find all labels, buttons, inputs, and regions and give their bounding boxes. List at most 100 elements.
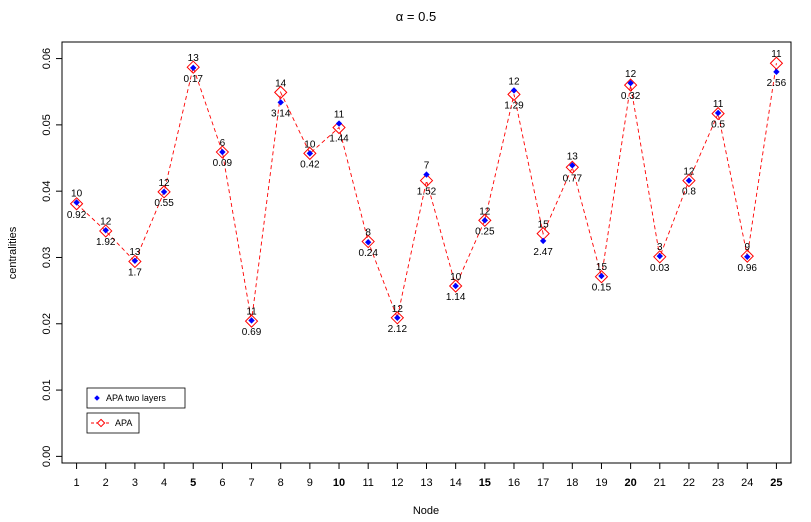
count-label: 13 — [129, 247, 141, 258]
apa-two-layers-point — [598, 272, 605, 280]
count-label: 13 — [188, 53, 200, 64]
apa-point — [594, 269, 609, 284]
apa-point — [303, 146, 317, 161]
ratio-label: 1.7 — [128, 267, 142, 278]
apa-two-layers-point — [219, 148, 226, 156]
apa-point — [448, 279, 463, 293]
apa-two-layers-point — [685, 177, 693, 184]
ratio-label: 2.47 — [533, 247, 553, 258]
apa-point — [186, 60, 200, 74]
count-label: 7 — [424, 161, 430, 172]
count-label: 6 — [220, 138, 226, 149]
apa-point — [157, 185, 171, 199]
apa-two-layers-point — [131, 257, 139, 264]
count-label: 11 — [713, 99, 724, 110]
x-tick-label: 11 — [362, 477, 373, 489]
x-tick-label: 1 — [74, 477, 80, 489]
apa-two-layers-point — [744, 253, 751, 261]
ratio-label: 3.14 — [271, 108, 291, 119]
count-label: 13 — [567, 151, 579, 162]
count-label: 12 — [158, 178, 170, 189]
ratio-label: 0.42 — [300, 159, 320, 170]
ratio-label: 0.77 — [563, 173, 583, 184]
ratio-label: 0.17 — [183, 74, 203, 85]
apa-point — [215, 145, 230, 159]
x-tick-label: 10 — [333, 477, 345, 489]
y-tick-label: 0.01 — [41, 379, 53, 400]
ratio-label: 0.15 — [592, 283, 612, 294]
ratio-label: 1.29 — [504, 100, 524, 111]
apa-point — [390, 311, 405, 325]
apa-two-layers-point — [569, 162, 576, 169]
apa-point — [565, 160, 580, 175]
apa-two-layers-point — [73, 199, 80, 206]
x-tick-label: 15 — [479, 477, 491, 489]
y-tick-label: 0.00 — [41, 446, 53, 467]
ratio-label: 0.96 — [738, 263, 758, 274]
y-tick-label: 0.02 — [41, 313, 53, 334]
count-label: 12 — [683, 167, 695, 178]
apa-point — [507, 87, 521, 102]
ratio-label: 1.92 — [96, 237, 116, 248]
x-tick-label: 25 — [770, 477, 782, 489]
ratio-label: 0.55 — [154, 198, 174, 209]
count-label: 12 — [479, 206, 491, 217]
ratio-label: 0.09 — [213, 158, 233, 169]
x-axis: 1 2 3 4 5 6 7 8 9 10 11 12 13 14 15 16 17 18 19 20 21 22 23 24 2… — [74, 463, 783, 489]
x-tick-label: 18 — [566, 477, 578, 489]
count-label: 12 — [100, 216, 112, 227]
series-layer — [69, 56, 784, 328]
x-tick-label: 9 — [307, 477, 313, 489]
apa-two-layers-point — [102, 227, 109, 234]
ratio-label: 0.03 — [650, 263, 670, 274]
x-tick-label: 16 — [508, 477, 520, 489]
apa-two-layers-point — [452, 282, 459, 290]
x-tick-label: 4 — [161, 477, 167, 489]
apa-two-layers-point — [481, 217, 489, 224]
x-tick-label: 13 — [420, 477, 432, 489]
x-tick-label: 19 — [595, 477, 607, 489]
x-tick-label: 5 — [190, 477, 196, 489]
y-tick-label: 0.06 — [41, 48, 53, 69]
apa-two-layers-point — [510, 87, 518, 94]
ratio-label: 0.25 — [475, 226, 495, 237]
apa-two-layers-point — [160, 188, 168, 196]
apa-point — [653, 250, 667, 264]
count-label: 11 — [334, 110, 345, 121]
legend: APA two layers APA — [86, 387, 186, 434]
legend-label-apa: APA — [115, 418, 132, 428]
apa-point — [682, 173, 696, 188]
ratio-label: 2.56 — [767, 78, 787, 89]
legend-label-two-layers: APA two layers — [106, 393, 166, 403]
apa-two-layers-point — [306, 150, 314, 157]
apa-two-layers-point — [248, 317, 255, 324]
x-axis-label: Node — [413, 505, 439, 517]
count-label: 11 — [246, 306, 257, 317]
apa-point — [711, 106, 725, 121]
legend-marker-two-layers — [94, 395, 100, 401]
ratio-label: 0.32 — [621, 91, 641, 102]
apa-point — [99, 224, 113, 238]
ratio-label: 1.44 — [329, 134, 349, 145]
ratio-label: 0.92 — [67, 210, 87, 221]
x-tick-label: 8 — [278, 477, 284, 489]
x-tick-label: 17 — [537, 477, 549, 489]
apa-point — [332, 120, 346, 135]
count-label: 10 — [304, 139, 316, 150]
count-label: 12 — [625, 69, 637, 80]
apa-two-layers-point — [364, 239, 372, 246]
x-tick-label: 21 — [654, 477, 666, 489]
count-label: 15 — [538, 220, 550, 231]
apa-point — [740, 249, 754, 263]
x-tick-label: 22 — [683, 477, 695, 489]
ratio-label: 1.52 — [417, 187, 437, 198]
ratio-label: 2.12 — [388, 324, 408, 335]
ratio-label: 0.5 — [711, 120, 725, 131]
x-tick-label: 20 — [624, 477, 636, 489]
count-label: 12 — [508, 76, 520, 87]
count-label: 9 — [744, 242, 750, 253]
chart-title: α = 0.5 — [396, 9, 436, 24]
ratio-label: 0.8 — [682, 187, 696, 198]
y-tick-label: 0.05 — [41, 114, 53, 135]
